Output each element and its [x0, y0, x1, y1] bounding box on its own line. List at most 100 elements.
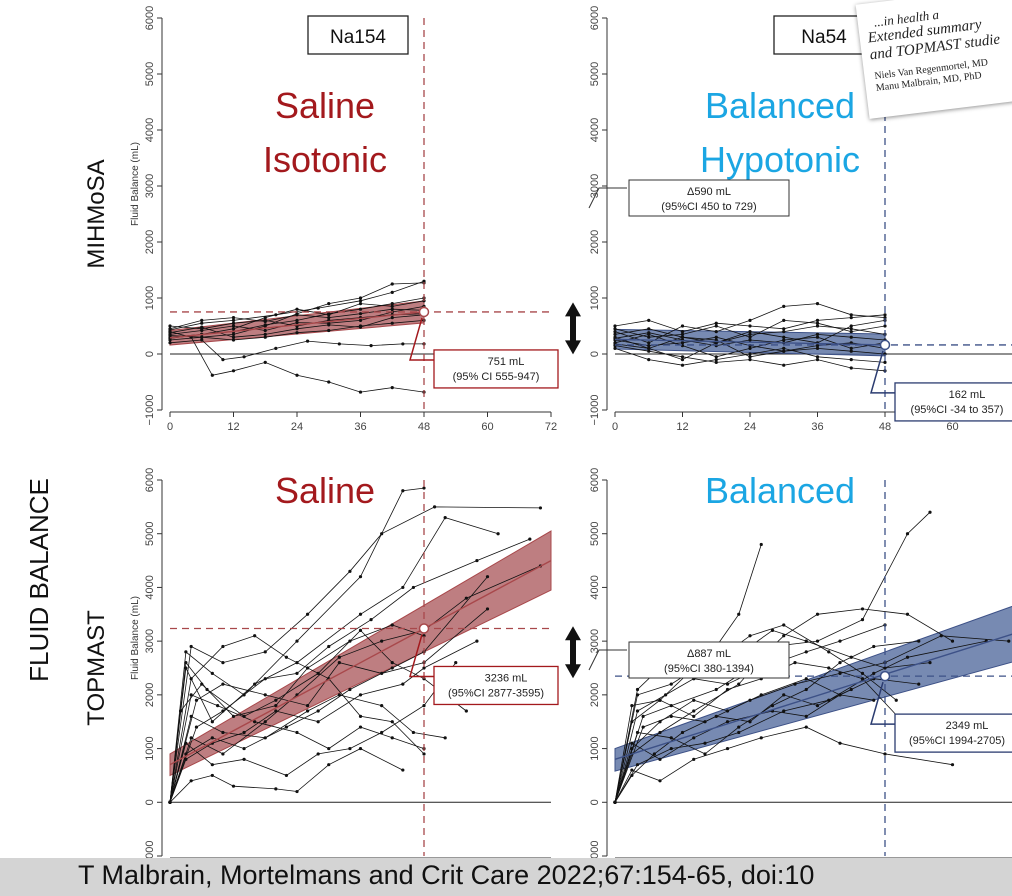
topmast-balanced-patient-point	[860, 677, 865, 681]
mihmosa-saline-patient-point	[231, 324, 236, 328]
mihmosa-saline-patient-point	[231, 318, 236, 322]
topmast-balanced-patient-point	[815, 704, 820, 708]
topmast-balanced-patient-point	[872, 671, 876, 675]
mihmosa-balanced-difference-value: Δ590 mL	[687, 186, 731, 198]
mihmosa-saline-patient-point	[263, 318, 267, 322]
topmast-saline-overlay-title: Saline	[275, 470, 375, 511]
mihmosa-saline-patient-point	[221, 358, 225, 362]
topmast-saline-estimate-box	[433, 665, 559, 706]
mihmosa-saline-patient-point	[327, 323, 331, 327]
topmast-saline-y-tick-label: 0	[144, 799, 156, 805]
mihmosa-saline-patient-point	[369, 344, 373, 348]
mihmosa-saline-patient-point	[200, 335, 204, 339]
mihmosa-saline-x-tick-label: 0	[167, 421, 173, 433]
topmast-saline-patient-point	[253, 634, 257, 638]
topmast-balanced-patient-point	[793, 661, 797, 665]
topmast-saline-patient-point	[316, 709, 320, 713]
topmast-saline-patient-point	[189, 644, 193, 649]
topmast-balanced-patient-point	[737, 725, 741, 729]
mihmosa-saline-patient-point	[231, 369, 236, 373]
mihmosa-balanced-patient-point	[849, 324, 853, 328]
topmast-saline-patient-point	[242, 714, 246, 718]
mihmosa-balanced-y-tick-label: 0	[589, 351, 601, 357]
topmast-balanced-patient-point	[692, 736, 696, 740]
mihmosa-balanced-patient-point	[680, 335, 685, 339]
mihmosa-saline-patient-point	[358, 299, 363, 303]
mihmosa-balanced-y-tick-label: 5000	[589, 62, 601, 86]
mihmosa-saline-patient-point	[263, 328, 267, 333]
mihmosa-saline-patient-point	[263, 332, 267, 336]
topmast-saline-estimate-marker	[418, 623, 430, 634]
topmast-saline-patient-point	[422, 752, 426, 756]
topmast-saline-patient-point	[443, 516, 447, 520]
topmast-balanced-patient-point	[669, 682, 673, 686]
topmast-balanced-patient-point	[838, 639, 842, 643]
mihmosa-balanced-y-tick-label: 4000	[589, 118, 601, 142]
mihmosa-saline-patient-point	[390, 290, 394, 294]
mihmosa-balanced-patient-point	[647, 327, 651, 331]
topmast-balanced-patient-point	[652, 752, 656, 756]
topmast-balanced-y-tick-label: 6000	[589, 468, 601, 492]
mihmosa-balanced-patient-point	[647, 346, 651, 350]
mihmosa-saline-patient-point	[358, 302, 363, 306]
mihmosa-balanced-patient-point	[748, 330, 752, 334]
topmast-balanced-patient-point	[804, 714, 808, 718]
mihmosa-balanced-estimate-box	[894, 382, 1012, 422]
topmast-balanced-patient-point	[737, 682, 741, 686]
topmast-balanced-patient-point	[827, 650, 831, 654]
topmast-balanced-difference-ci: (95%CI 380-1394)	[664, 663, 754, 675]
topmast-balanced-patient-point	[658, 757, 662, 761]
topmast-balanced-patient-point	[804, 639, 808, 643]
mihmosa-saline-patient-point	[358, 296, 363, 300]
topmast-balanced-patient-point	[714, 714, 718, 718]
topmast-saline-patient-point	[380, 532, 384, 536]
mihmosa-saline-overlay-title: Saline	[275, 85, 375, 126]
topmast-saline-patient-point	[189, 693, 193, 697]
topmast-saline-patient-point	[253, 720, 257, 724]
mihmosa-balanced-patient-point	[680, 324, 685, 328]
mihmosa-saline-mean-line	[169, 311, 425, 339]
mihmosa-saline-patient-point	[337, 342, 341, 346]
mihmosa-balanced-patient-point	[680, 355, 685, 359]
mihmosa-saline-patient-point	[295, 318, 299, 322]
mihmosa-saline-x-tick-label: 48	[418, 421, 430, 433]
topmast-saline-patient-point	[348, 746, 352, 751]
topmast-saline-patient-point	[401, 768, 405, 772]
mihmosa-saline-y-tick-label: 3000	[144, 174, 156, 198]
topmast-saline-patient-point	[401, 585, 405, 590]
mihmosa-balanced-patient-point	[815, 355, 820, 359]
mihmosa-balanced-patient-point	[613, 327, 617, 331]
mihmosa-saline-patient-point	[295, 331, 299, 335]
mihmosa-balanced-patient-point	[647, 358, 651, 362]
topmast-saline-patient-point	[284, 725, 289, 729]
mihmosa-balanced-patient-point	[815, 346, 820, 350]
topmast-saline-patient-point	[221, 752, 225, 756]
topmast-balanced-patient-point	[669, 746, 673, 751]
mihmosa-saline-row-label: MIHMoSA	[83, 159, 110, 268]
topmast-balanced-patient-point	[860, 618, 865, 622]
topmast-balanced-patient-point	[725, 682, 730, 686]
topmast-saline-patient-point	[348, 569, 352, 573]
topmast-balanced-patient-point	[782, 623, 786, 627]
mihmosa-balanced-patient-point	[782, 318, 786, 322]
mihmosa-balanced-patient-point	[680, 330, 685, 334]
topmast-balanced-patient-point	[1007, 639, 1011, 643]
mihmosa-balanced-patient-point	[647, 344, 651, 348]
mihmosa-balanced-solution-label: Na54	[801, 27, 847, 48]
topmast-saline-patient-point	[358, 693, 363, 697]
mihmosa-saline-patient-point	[295, 327, 299, 331]
mihmosa-balanced-patient-point	[613, 332, 617, 336]
topmast-balanced-patient-point	[658, 730, 662, 735]
topmast-balanced-overlay-title: Balanced	[705, 470, 855, 511]
mihmosa-balanced-patient-point	[613, 346, 617, 350]
mihmosa-balanced-x-tick-label: 36	[811, 421, 823, 433]
mihmosa-saline-patient-point	[168, 331, 172, 335]
mihmosa-balanced-x-tick-label: 24	[744, 421, 756, 433]
topmast-saline-patient-point	[189, 779, 193, 783]
topmast-balanced-patient-point	[658, 779, 662, 783]
mihmosa-balanced-patient-point	[714, 355, 718, 359]
mihmosa-balanced-patient-point	[849, 349, 853, 353]
topmast-balanced-patient-point	[860, 607, 865, 611]
topmast-saline-patient-point	[221, 709, 225, 713]
topmast-saline-y-tick-label: 6000	[144, 468, 156, 492]
